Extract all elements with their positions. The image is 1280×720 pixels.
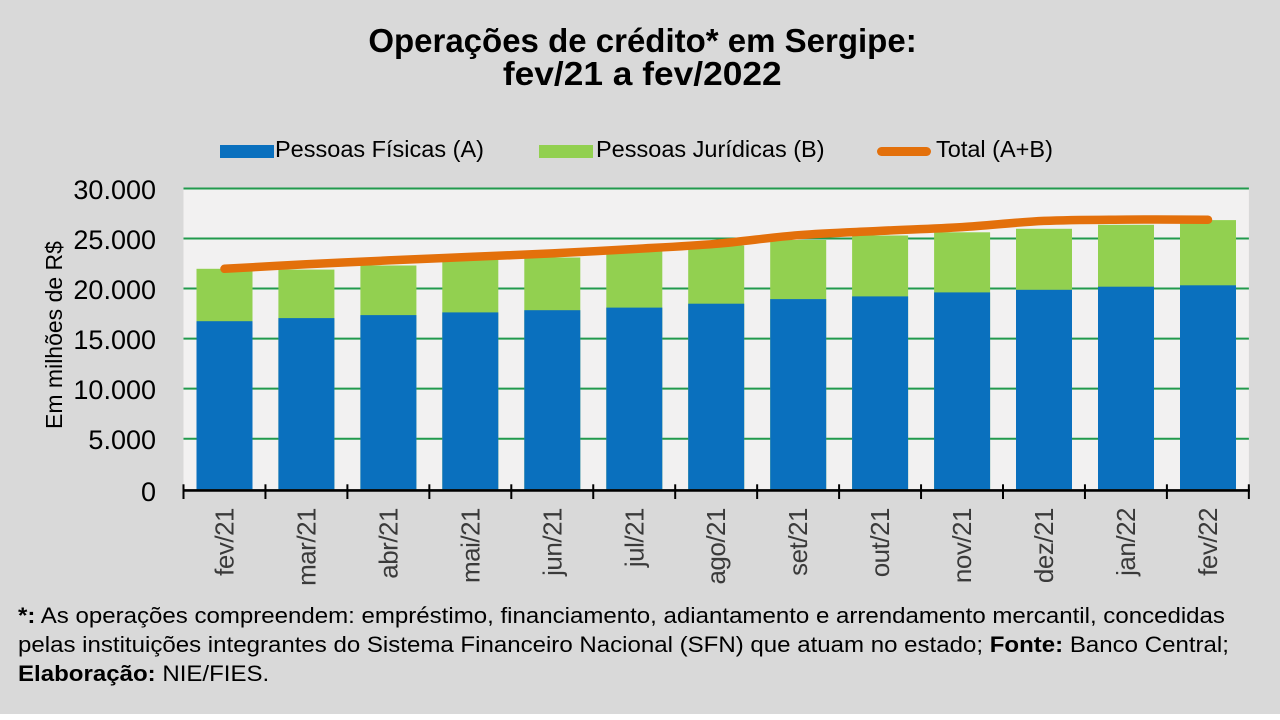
- svg-text:mai/21: mai/21: [455, 508, 485, 583]
- svg-text:dez/21: dez/21: [1029, 508, 1059, 583]
- svg-text:out/21: out/21: [865, 508, 895, 577]
- svg-text:fev/21: fev/21: [210, 508, 240, 576]
- svg-text:ago/21: ago/21: [701, 508, 731, 585]
- svg-text:set/21: set/21: [783, 508, 813, 576]
- svg-text:fev/22: fev/22: [1193, 508, 1223, 576]
- svg-text:abr/21: abr/21: [373, 508, 403, 579]
- svg-text:jun/21: jun/21: [537, 508, 567, 577]
- svg-text:jul/21: jul/21: [619, 508, 649, 568]
- svg-text:nov/21: nov/21: [947, 508, 977, 583]
- svg-text:mar/21: mar/21: [291, 508, 321, 586]
- svg-text:jan/22: jan/22: [1111, 508, 1141, 577]
